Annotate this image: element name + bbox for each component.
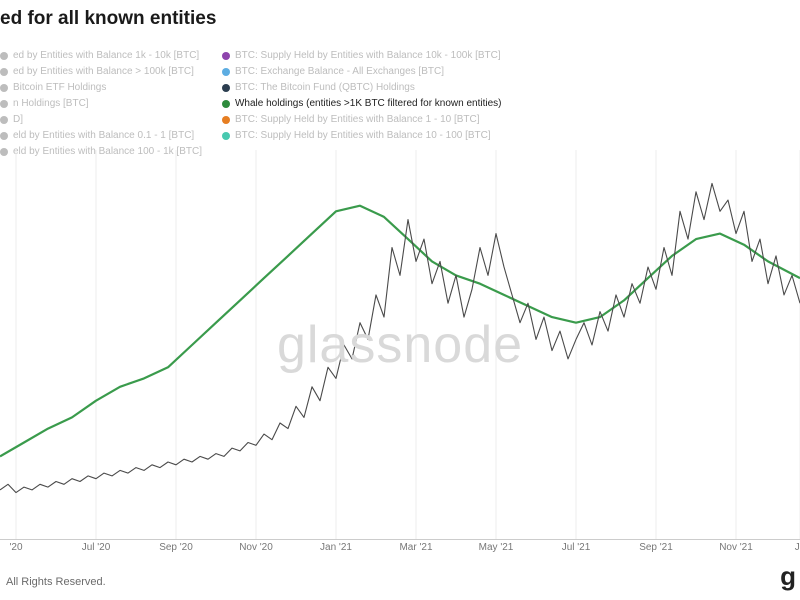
legend-label: n Holdings [BTC] xyxy=(13,96,89,111)
legend-dot-icon xyxy=(0,132,8,140)
legend-label: ed by Entities with Balance 1k - 10k [BT… xyxy=(13,48,199,63)
legend-dot-icon xyxy=(222,84,230,92)
legend-item[interactable]: ed by Entities with Balance 1k - 10k [BT… xyxy=(0,48,202,63)
legend-label: eld by Entities with Balance 0.1 - 1 [BT… xyxy=(13,128,194,143)
x-tick-label: '20 xyxy=(9,542,22,553)
legend-dot-icon xyxy=(0,116,8,124)
x-axis-labels: '20 Jul '20 Sep '20 Nov '20 Jan '21 Mar '21 Ma… xyxy=(0,542,800,558)
legend-item[interactable]: eld by Entities with Balance 0.1 - 1 [BT… xyxy=(0,128,202,143)
legend-dot-icon xyxy=(222,116,230,124)
legend-label: Bitcoin ETF Holdings xyxy=(13,80,106,95)
legend-item[interactable]: D] xyxy=(0,112,202,127)
copyright-text: All Rights Reserved. xyxy=(6,576,106,588)
legend-item[interactable]: BTC: Exchange Balance - All Exchanges [B… xyxy=(222,64,502,79)
legend-item[interactable]: BTC: Supply Held by Entities with Balanc… xyxy=(222,112,502,127)
chart-area: glassnode xyxy=(0,150,800,540)
legend-label: BTC: The Bitcoin Fund (QBTC) Holdings xyxy=(235,80,415,95)
legend-dot-icon xyxy=(222,100,230,108)
x-tick-label: Jul '21 xyxy=(562,542,591,553)
legend-dot-icon xyxy=(0,68,8,76)
x-tick-label: Sep '21 xyxy=(639,542,673,553)
x-tick-label: Mar '21 xyxy=(399,542,432,553)
legend-label: BTC: Supply Held by Entities with Balanc… xyxy=(235,48,501,63)
line-chart xyxy=(0,150,800,540)
legend-label: Whale holdings (entities >1K BTC filtere… xyxy=(235,96,502,111)
series-btc-price xyxy=(0,183,800,492)
brand-mark: g xyxy=(780,561,796,592)
legend-item[interactable]: BTC: Supply Held by Entities with Balanc… xyxy=(222,48,502,63)
legend-label: BTC: Exchange Balance - All Exchanges [B… xyxy=(235,64,444,79)
x-tick-label: Sep '20 xyxy=(159,542,193,553)
x-tick-label: Nov '20 xyxy=(239,542,273,553)
x-tick-label: Nov '21 xyxy=(719,542,753,553)
legend-label: D] xyxy=(13,112,23,127)
legend-item[interactable]: Whale holdings (entities >1K BTC filtere… xyxy=(222,96,502,111)
legend-dot-icon xyxy=(0,100,8,108)
x-tick-label: Jan '21 xyxy=(320,542,352,553)
legend-dot-icon xyxy=(222,52,230,60)
x-tick-label: Jul '20 xyxy=(82,542,111,553)
x-tick-label: Ja xyxy=(795,542,800,553)
legend-dot-icon xyxy=(222,132,230,140)
legend-column-1: ed by Entities with Balance 1k - 10k [BT… xyxy=(0,48,202,160)
legend-item[interactable]: ed by Entities with Balance > 100k [BTC] xyxy=(0,64,202,79)
series-whale-holdings xyxy=(0,206,800,457)
legend-dot-icon xyxy=(0,52,8,60)
legend-label: ed by Entities with Balance > 100k [BTC] xyxy=(13,64,194,79)
legend-item[interactable]: BTC: The Bitcoin Fund (QBTC) Holdings xyxy=(222,80,502,95)
chart-title: ed for all known entities xyxy=(0,8,216,30)
legend-column-2: BTC: Supply Held by Entities with Balanc… xyxy=(222,48,502,160)
legend-item[interactable]: BTC: Supply Held by Entities with Balanc… xyxy=(222,128,502,143)
legend-dot-icon xyxy=(0,84,8,92)
legend-dot-icon xyxy=(222,68,230,76)
legend-item[interactable]: n Holdings [BTC] xyxy=(0,96,202,111)
legend-label: BTC: Supply Held by Entities with Balanc… xyxy=(235,128,491,143)
legend-item[interactable]: Bitcoin ETF Holdings xyxy=(0,80,202,95)
legend-label: BTC: Supply Held by Entities with Balanc… xyxy=(235,112,480,127)
x-tick-label: May '21 xyxy=(479,542,514,553)
chart-legend: ed by Entities with Balance 1k - 10k [BT… xyxy=(0,48,790,160)
